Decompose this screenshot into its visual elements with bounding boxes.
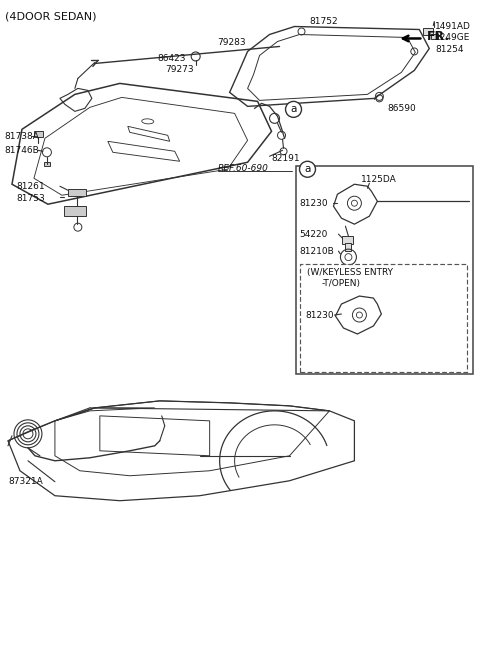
Text: 81254: 81254 [435, 45, 464, 54]
Text: FR.: FR. [427, 30, 450, 43]
Text: 79283: 79283 [217, 38, 246, 47]
Text: 81230: 81230 [300, 199, 328, 208]
Text: REF.60-690: REF.60-690 [217, 164, 268, 173]
Text: 87321A: 87321A [8, 478, 43, 486]
Text: 54220: 54220 [300, 230, 328, 239]
Bar [300, 264, 467, 372]
Text: a: a [290, 104, 297, 114]
Text: 1125DA: 1125DA [361, 174, 397, 184]
Text: 81746B: 81746B [4, 146, 39, 155]
Bar [432, 35, 438, 39]
Text: -T/OPEN): -T/OPEN) [322, 279, 360, 287]
Bar [44, 162, 50, 166]
Circle shape [286, 102, 301, 117]
Bar [423, 28, 433, 35]
Text: 82191: 82191 [272, 154, 300, 163]
Bar [296, 166, 473, 374]
Bar [342, 236, 353, 244]
Text: 79273: 79273 [165, 65, 193, 74]
Circle shape [300, 161, 315, 177]
Text: 81230: 81230 [305, 310, 334, 319]
Text: 81738A: 81738A [4, 132, 39, 141]
Text: 1491AD: 1491AD [435, 22, 471, 31]
Bar [346, 243, 351, 251]
Text: 81752: 81752 [310, 17, 338, 26]
Text: 81261: 81261 [16, 182, 45, 191]
Bar [64, 206, 86, 216]
Text: 86423: 86423 [158, 54, 186, 63]
Text: 81753: 81753 [16, 194, 45, 203]
Bar [34, 131, 43, 137]
Text: (W/KEYLESS ENTRY: (W/KEYLESS ENTRY [308, 268, 394, 277]
Text: 86590: 86590 [387, 104, 416, 113]
Text: 1249GE: 1249GE [435, 33, 471, 42]
Text: a: a [304, 164, 311, 174]
Text: 81210B: 81210B [300, 247, 334, 256]
Text: (4DOOR SEDAN): (4DOOR SEDAN) [5, 12, 96, 22]
Bar [68, 189, 86, 196]
